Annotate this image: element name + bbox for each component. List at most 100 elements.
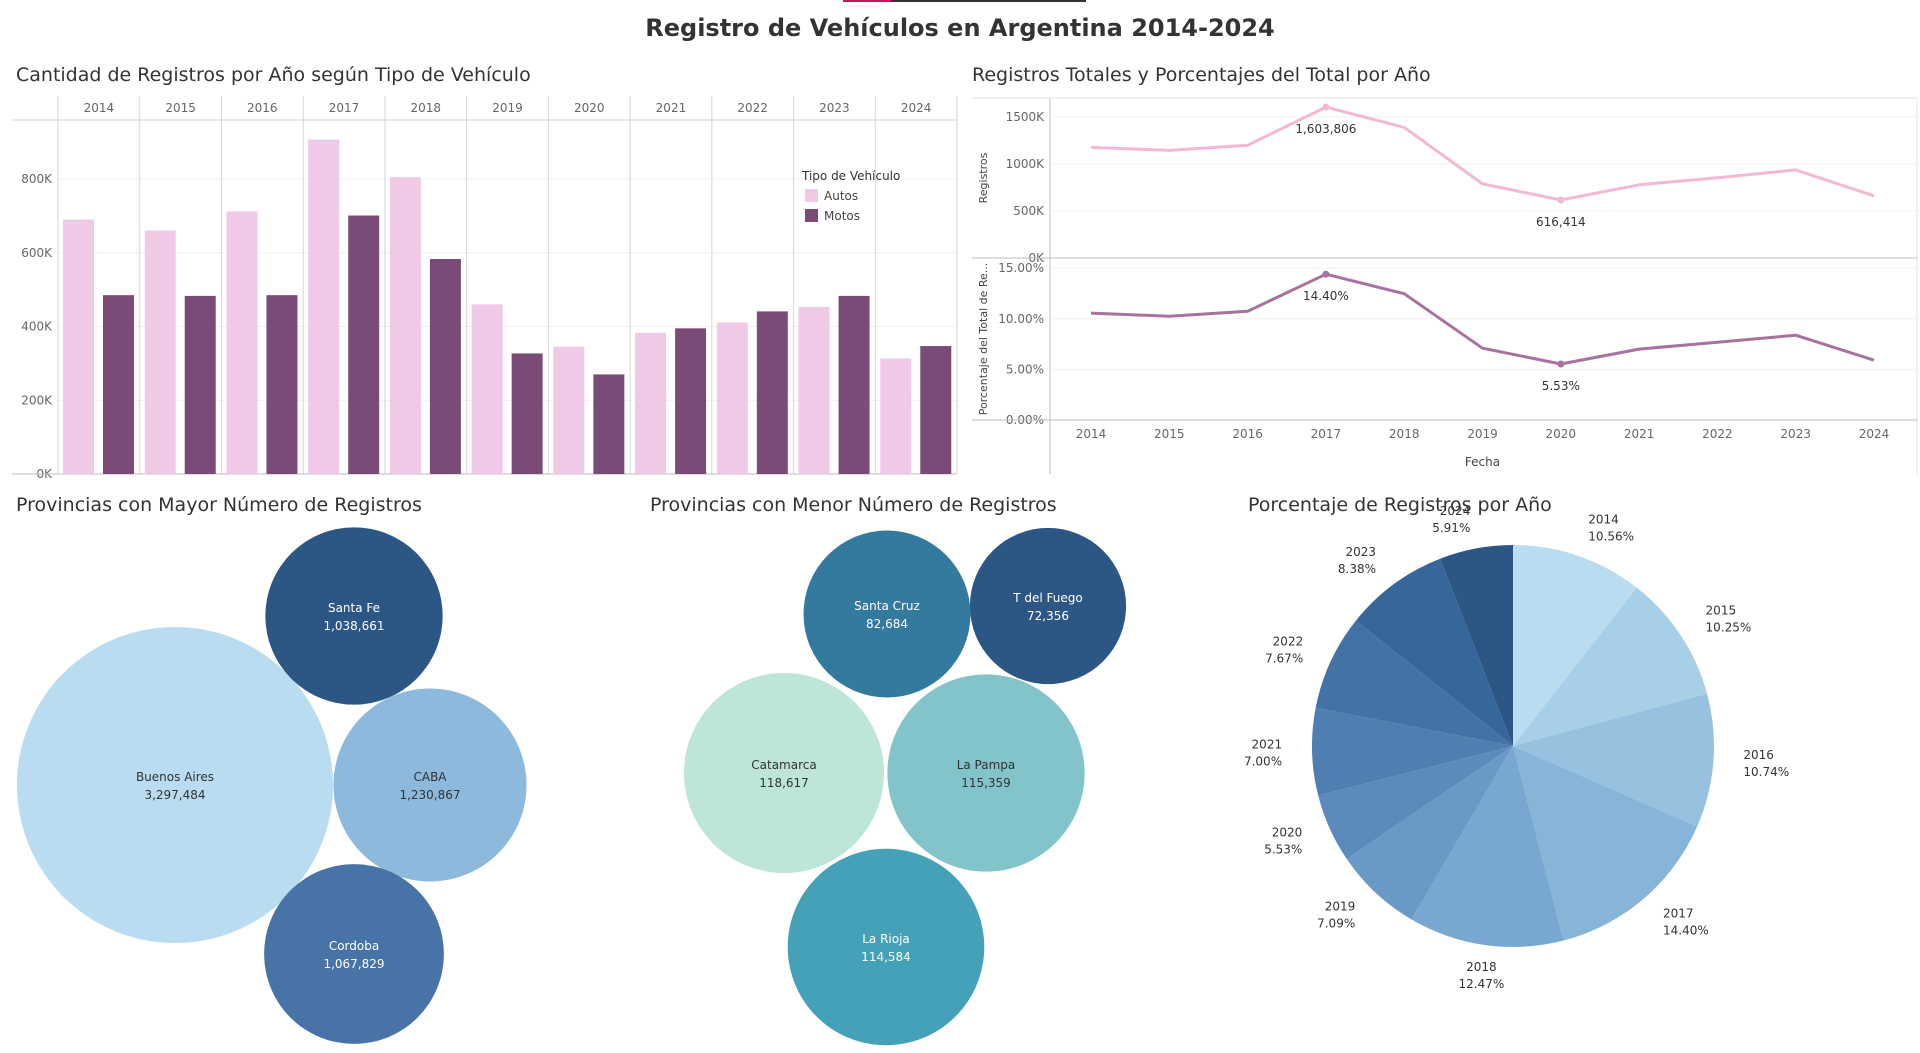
bar-motos bbox=[348, 215, 380, 474]
pie-label-year: 2019 bbox=[1325, 900, 1356, 914]
pie-chart: 2014 10.56% 2015 10.25% 2016 10.74% 2017 14.40%… bbox=[1244, 504, 1789, 991]
bubble-value: 82,684 bbox=[866, 617, 908, 631]
pie-slice-2019 bbox=[1346, 746, 1513, 920]
y-tick-label: 10.00% bbox=[998, 312, 1044, 326]
bar-motos bbox=[593, 374, 625, 474]
line-chart-title: Registros Totales y Porcentajes del Tota… bbox=[972, 64, 1431, 86]
x-tick-label: 2021 bbox=[1624, 427, 1655, 441]
x-tick-label: 2016 bbox=[247, 101, 278, 115]
bubble-value: 115,359 bbox=[961, 776, 1011, 790]
pie-slice-2023 bbox=[1355, 558, 1513, 746]
pie-label-year: 2016 bbox=[1743, 748, 1774, 762]
highlight-point bbox=[1322, 270, 1330, 278]
data-label: 616,414 bbox=[1536, 215, 1586, 229]
legend-swatch bbox=[805, 209, 818, 222]
series-line bbox=[1090, 105, 1875, 202]
pie-slice-2024 bbox=[1440, 545, 1513, 746]
x-tick-label: 2017 bbox=[1311, 427, 1342, 441]
bubble-label: T del Fuego bbox=[1012, 591, 1083, 605]
x-tick-label: 2021 bbox=[656, 101, 687, 115]
bar-autos bbox=[226, 211, 258, 474]
pie-label-percent: 7.67% bbox=[1265, 651, 1303, 665]
bubble-t-del-fuego bbox=[969, 527, 1127, 685]
highlight-point bbox=[1322, 103, 1330, 111]
bubble-santa-fe bbox=[265, 527, 443, 705]
pie-label-year: 2022 bbox=[1273, 634, 1304, 648]
pie-label-percent: 5.91% bbox=[1432, 521, 1470, 535]
legend-title: Tipo de Vehículo bbox=[801, 169, 900, 183]
bar-autos bbox=[144, 230, 176, 474]
bubble-value: 1,230,867 bbox=[399, 788, 460, 802]
x-tick-label: 2014 bbox=[84, 101, 115, 115]
data-label: 5.53% bbox=[1542, 379, 1580, 393]
x-tick-label: 2020 bbox=[574, 101, 605, 115]
bubble-label: Santa Fe bbox=[328, 601, 380, 615]
x-tick-label: 2022 bbox=[737, 101, 768, 115]
top-accent-highlight bbox=[843, 0, 891, 2]
y-tick-label: 1000K bbox=[1006, 157, 1046, 171]
y-tick-label: 400K bbox=[21, 320, 53, 334]
x-tick-label: 2015 bbox=[1154, 427, 1185, 441]
bar-motos bbox=[675, 328, 707, 474]
bar-autos bbox=[553, 346, 585, 474]
y-tick-label: 15.00% bbox=[998, 261, 1044, 275]
bar-autos bbox=[308, 139, 340, 474]
bubble-cordoba bbox=[264, 864, 444, 1044]
x-tick-label: 2022 bbox=[1702, 427, 1733, 441]
bubble-label: La Pampa bbox=[957, 758, 1016, 772]
pie-label-percent: 12.47% bbox=[1459, 977, 1505, 991]
bubble-label: La Rioja bbox=[862, 932, 910, 946]
x-tick-label: 2018 bbox=[410, 101, 441, 115]
x-tick-label: 2016 bbox=[1232, 427, 1263, 441]
bar-autos bbox=[63, 219, 94, 474]
pie-slice-2021 bbox=[1312, 707, 1513, 796]
x-tick-label: 2023 bbox=[819, 101, 850, 115]
bar-motos bbox=[429, 259, 461, 474]
pie-label-year: 2020 bbox=[1272, 826, 1303, 840]
top-provinces-title: Provincias con Mayor Número de Registros bbox=[16, 494, 422, 516]
bubble-la-pampa bbox=[887, 674, 1085, 872]
dashboard-title: Registro de Vehículos en Argentina 2014-… bbox=[645, 14, 1275, 42]
bar-motos bbox=[103, 295, 134, 474]
pie-label-year: 2015 bbox=[1706, 603, 1737, 617]
pie-slice-2014 bbox=[1513, 545, 1637, 746]
top-provinces-bubble-chart: Buenos Aires 3,297,484 Santa Fe 1,038,661 CA… bbox=[17, 527, 527, 1044]
bubble-label: Buenos Aires bbox=[136, 770, 214, 784]
pie-label-percent: 10.74% bbox=[1743, 765, 1789, 779]
bar-autos bbox=[471, 304, 503, 474]
data-label: 1,603,806 bbox=[1295, 122, 1356, 136]
bubble-value: 1,038,661 bbox=[323, 619, 384, 633]
bubble-label: Santa Cruz bbox=[854, 599, 920, 613]
bottom-provinces-bubble-chart: Santa Cruz 82,684 T del Fuego 72,356 Catamar… bbox=[684, 527, 1127, 1046]
pie-label-percent: 7.09% bbox=[1317, 917, 1355, 931]
bubble-value: 118,617 bbox=[759, 776, 809, 790]
bar-motos bbox=[838, 295, 870, 474]
bar-autos bbox=[798, 306, 830, 474]
pie-label-percent: 14.40% bbox=[1663, 924, 1709, 938]
pie-label-percent: 5.53% bbox=[1264, 843, 1302, 857]
bar-motos bbox=[756, 311, 788, 474]
bubble-label: Catamarca bbox=[751, 758, 816, 772]
pie-slice-2017 bbox=[1513, 746, 1698, 941]
line-chart: 0K500K1000K1500KRegistros1,603,806616,41… bbox=[972, 97, 1918, 474]
bubble-value: 1,067,829 bbox=[323, 957, 384, 971]
bar-motos bbox=[511, 353, 543, 474]
legend-swatch bbox=[805, 189, 818, 202]
bubble-value: 114,584 bbox=[861, 950, 911, 964]
bubble-value: 72,356 bbox=[1027, 609, 1069, 623]
x-tick-label: 2019 bbox=[1467, 427, 1498, 441]
bubble-value: 3,297,484 bbox=[144, 788, 205, 802]
y-axis-label: Porcentaje del Total de Re... bbox=[977, 263, 990, 416]
bubble-label: CABA bbox=[413, 770, 447, 784]
y-tick-label: 200K bbox=[21, 393, 53, 407]
x-tick-label: 2019 bbox=[492, 101, 523, 115]
highlight-point bbox=[1557, 196, 1565, 204]
bar-motos bbox=[920, 346, 952, 474]
x-axis-label: Fecha bbox=[1465, 455, 1500, 469]
bar-motos bbox=[184, 295, 216, 474]
pie-label-percent: 10.25% bbox=[1706, 620, 1752, 634]
bubble-label: Cordoba bbox=[329, 939, 379, 953]
bubble-caba bbox=[333, 688, 527, 882]
pie-label-year: 2021 bbox=[1252, 738, 1283, 752]
